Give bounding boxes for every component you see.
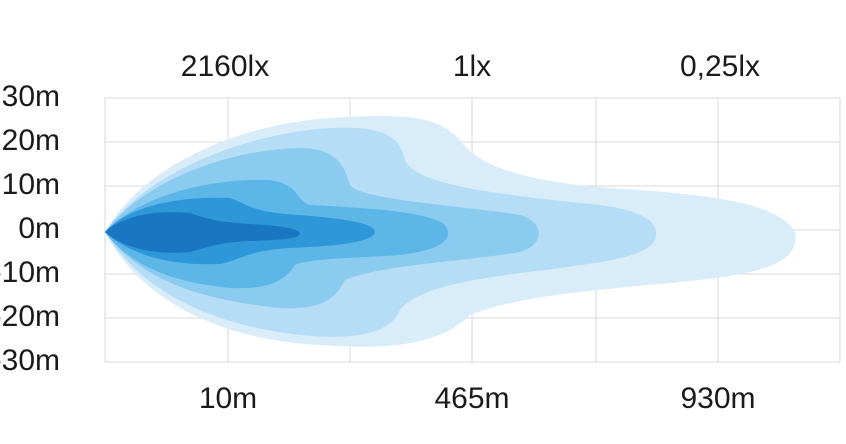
bottom-labels: 10m 465m 930m <box>199 382 756 415</box>
illuminance-label: 2160lx <box>181 50 269 83</box>
beam-zone <box>105 212 300 253</box>
y-labels: 30m 20m 10m 0m -10m -20m -30m <box>0 80 60 377</box>
y-label: 0m <box>18 212 60 245</box>
y-label: -10m <box>0 256 60 289</box>
top-labels: 2160lx 1lx 0,25lx <box>181 50 760 83</box>
y-label: -30m <box>0 344 60 377</box>
y-label: -20m <box>0 300 60 333</box>
illuminance-label: 0,25lx <box>680 50 760 83</box>
distance-label: 465m <box>434 382 509 415</box>
illuminance-label: 1lx <box>453 50 491 83</box>
y-label: 30m <box>2 80 60 113</box>
distance-label: 930m <box>680 382 755 415</box>
y-label: 10m <box>2 168 60 201</box>
y-label: 20m <box>2 124 60 157</box>
beam-pattern <box>105 116 796 347</box>
distance-label: 10m <box>199 382 257 415</box>
